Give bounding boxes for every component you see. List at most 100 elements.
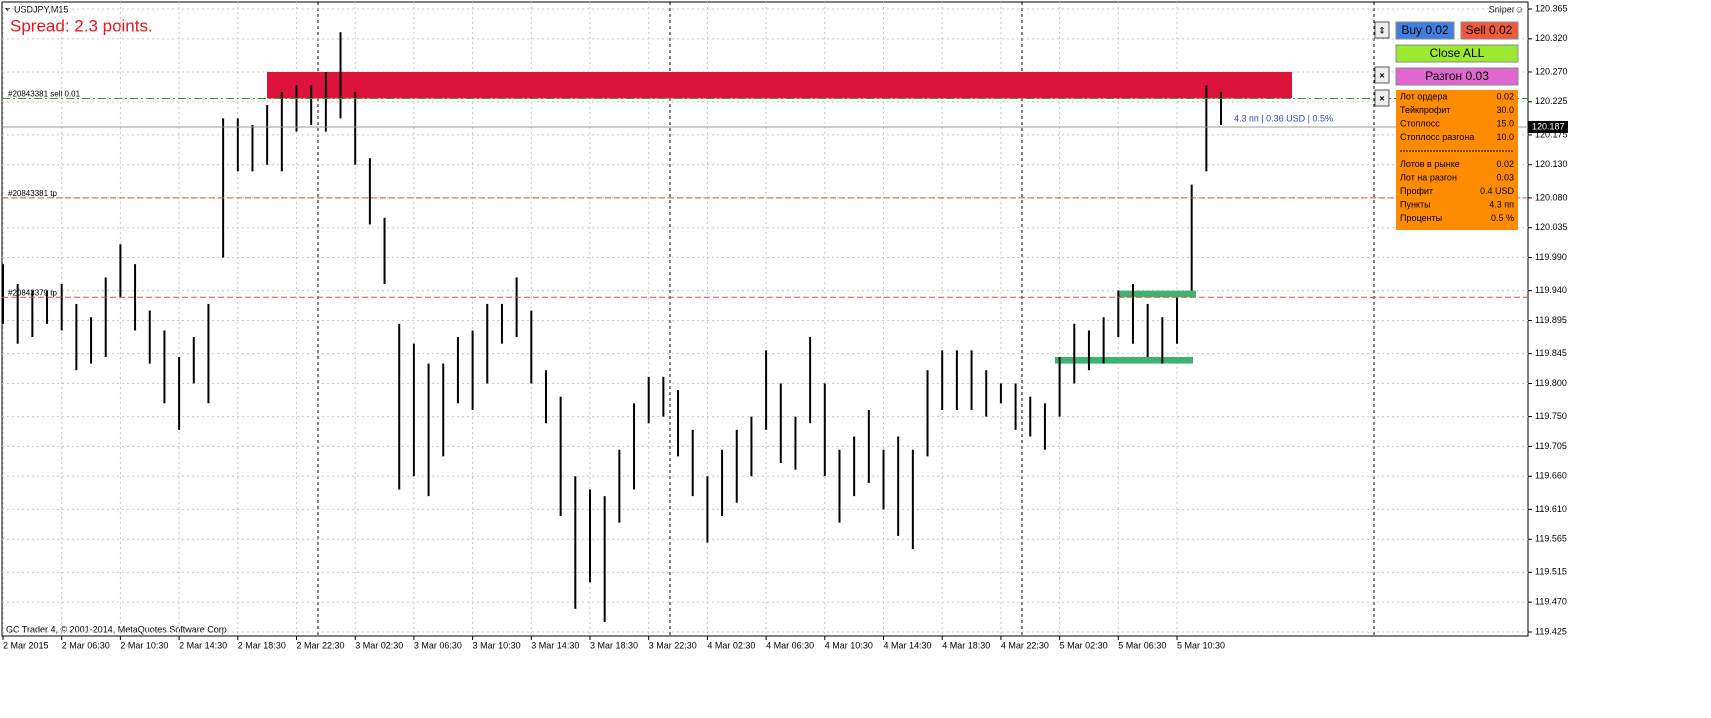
bar	[677, 390, 680, 457]
toggle-button[interactable]	[1374, 21, 1390, 39]
y-tick-label: 120.225	[1535, 96, 1568, 106]
info-value: 10.0	[1496, 132, 1514, 142]
footer: GC Trader 4, © 2001-2014, MetaQuotes Sof…	[6, 624, 229, 634]
indicator-name: Sniper☺	[1489, 4, 1524, 14]
y-tick-label: 119.990	[1535, 252, 1567, 262]
buy-button[interactable]	[1395, 21, 1455, 40]
info-label: Лот ордера	[1400, 91, 1447, 101]
order-label: #20843381 tp	[8, 189, 57, 198]
bar	[618, 449, 621, 523]
bar	[1087, 330, 1090, 371]
bar	[134, 264, 137, 331]
y-tick-label: 119.515	[1535, 567, 1567, 577]
bar	[354, 91, 357, 165]
bar	[970, 350, 973, 410]
y-tick-label: 119.565	[1535, 534, 1567, 544]
y-tick-label: 119.845	[1535, 348, 1567, 358]
bar	[500, 303, 503, 344]
info-value: 0.5 %	[1491, 213, 1514, 223]
bar	[310, 85, 313, 125]
bar	[662, 376, 665, 417]
spread: Spread: 2.3 points.	[10, 16, 153, 35]
bar	[721, 449, 724, 517]
x-tick-label: 2 Mar 2015	[3, 640, 49, 650]
close-all-button[interactable]	[1395, 44, 1519, 63]
info-label: Пункты	[1400, 200, 1431, 210]
info-value: 0.4 USD	[1480, 186, 1515, 196]
bar	[31, 290, 34, 338]
info-label: Лот на разгон	[1400, 172, 1457, 182]
close-icon-button[interactable]	[1374, 66, 1390, 84]
sell-button[interactable]	[1460, 21, 1519, 40]
bar	[222, 118, 225, 258]
bar	[2, 264, 4, 324]
order-label: #20843381 sell 0.01	[8, 90, 81, 99]
bar	[456, 337, 459, 404]
bar	[46, 290, 49, 324]
y-tick-label: 119.705	[1535, 441, 1567, 451]
bar	[295, 85, 298, 132]
bar	[779, 383, 782, 463]
bar	[1220, 91, 1223, 125]
close-icon-button[interactable]	[1374, 89, 1390, 107]
bar	[119, 244, 122, 298]
bar	[911, 449, 914, 550]
info-value: 15.0	[1496, 119, 1514, 129]
order-label: #20843379 tp	[8, 288, 57, 297]
info-box	[1396, 90, 1518, 230]
toggle-icon: ⇕	[1378, 25, 1386, 35]
y-tick-label: 119.470	[1535, 597, 1567, 607]
y-tick-label: 120.080	[1535, 192, 1568, 202]
bar	[60, 284, 63, 331]
bar	[236, 118, 239, 172]
zone	[1118, 290, 1196, 298]
zone	[1055, 356, 1193, 364]
bar	[559, 396, 562, 517]
x-tick-label: 4 Mar 06:30	[766, 640, 814, 650]
y-tick-label: 119.750	[1535, 411, 1567, 421]
bar	[339, 32, 342, 119]
bar	[398, 323, 401, 490]
y-tick-label: 120.130	[1535, 159, 1568, 169]
x-tick-label: 2 Mar 22:30	[297, 640, 345, 650]
x-tick-label: 4 Mar 10:30	[825, 640, 873, 650]
x-tick-label: 4 Mar 18:30	[942, 640, 990, 650]
x-tick-label: 4 Mar 02:30	[707, 640, 755, 650]
x-tick-label: 3 Mar 06:30	[414, 640, 462, 650]
bar	[897, 436, 900, 536]
x-tick-label: 3 Mar 14:30	[531, 640, 579, 650]
bar	[427, 363, 430, 497]
bar	[691, 429, 694, 497]
bar	[544, 370, 547, 424]
bar	[266, 105, 269, 165]
info-value: 4.3 пп	[1489, 200, 1514, 210]
bar	[838, 449, 841, 523]
bar	[104, 277, 107, 357]
y-tick-label: 119.660	[1535, 471, 1567, 481]
y-tick-label: 120.365	[1535, 3, 1568, 13]
bar	[383, 217, 386, 285]
current-price-label: 120.187	[1532, 121, 1565, 131]
bar	[1117, 290, 1120, 338]
bar	[853, 436, 856, 497]
x-tick-label: 2 Mar 10:30	[120, 640, 168, 650]
bar	[1176, 297, 1178, 344]
boost-button[interactable]	[1395, 67, 1519, 86]
bar	[412, 343, 415, 477]
x-tick-label: 2 Mar 06:30	[62, 640, 110, 650]
bar	[486, 303, 489, 384]
close-icon: ×	[1379, 93, 1384, 103]
buy-label: Buy 0.02	[1401, 23, 1449, 37]
x-tick-label: 4 Mar 22:30	[1001, 640, 1049, 650]
y-tick-label: 119.940	[1535, 285, 1567, 295]
x-tick-label: 2 Mar 14:30	[179, 640, 227, 650]
bar	[515, 277, 518, 338]
bar	[647, 376, 650, 424]
x-tick-label: 3 Mar 10:30	[473, 640, 521, 650]
bar	[603, 496, 606, 623]
bar	[941, 350, 944, 410]
info-value: 0.03	[1496, 172, 1514, 182]
bar	[735, 429, 738, 503]
bar	[809, 337, 812, 424]
